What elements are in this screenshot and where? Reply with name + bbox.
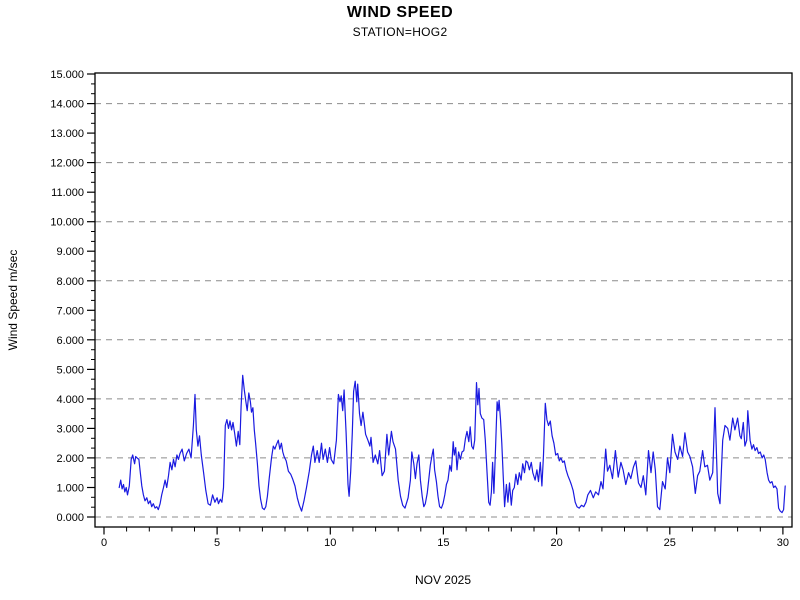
y-tick-label: 2.000 <box>56 453 84 465</box>
y-axis-ticks <box>87 73 95 518</box>
x-tick-label: 10 <box>324 537 336 549</box>
plot-frame <box>94 72 793 528</box>
wind-speed-line <box>118 374 786 514</box>
wind-speed-polyline <box>118 374 786 514</box>
y-tick-label: 14.000 <box>50 99 84 111</box>
y-axis-title: Wind Speed m/sec <box>6 250 20 351</box>
x-tick-label: 15 <box>437 537 449 549</box>
y-tick-label: 9.000 <box>56 246 84 258</box>
x-tick-label: 20 <box>550 537 562 549</box>
y-gridlines <box>95 103 792 518</box>
y-axis-tick-labels: 0.000 1.000 2.000 3.000 4.000 5.000 6.000 7.000… <box>50 69 84 524</box>
x-axis-ticks <box>103 527 784 535</box>
y-tick-label: 4.000 <box>56 394 84 406</box>
y-tick-label: 12.000 <box>50 158 84 170</box>
y-tick-label: 6.000 <box>56 335 84 347</box>
y-tick-label: 5.000 <box>56 364 84 376</box>
y-tick-label: 1.000 <box>56 483 84 495</box>
chart-title: WIND SPEED <box>346 4 454 21</box>
x-axis-title: NOV 2025 <box>415 573 471 587</box>
y-tick-label: 15.000 <box>50 69 84 81</box>
x-tick-label: 0 <box>101 537 107 549</box>
y-tick-label: 13.000 <box>50 128 84 140</box>
y-tick-label: 3.000 <box>56 423 84 435</box>
plot-frame-rect <box>94 72 793 528</box>
y-tick-label: 7.000 <box>56 305 84 317</box>
x-tick-label: 5 <box>214 537 220 549</box>
x-tick-label: 30 <box>777 537 789 549</box>
y-tick-label: 10.000 <box>50 217 84 229</box>
y-tick-label: 8.000 <box>56 276 84 288</box>
y-tick-label: 11.000 <box>51 187 84 199</box>
x-axis-tick-labels: 0 5 10 15 20 25 30 <box>101 537 789 549</box>
chart-subtitle: STATION=HOG2 <box>352 25 448 39</box>
x-tick-label: 25 <box>664 537 676 549</box>
y-tick-label: 0.000 <box>56 512 84 524</box>
